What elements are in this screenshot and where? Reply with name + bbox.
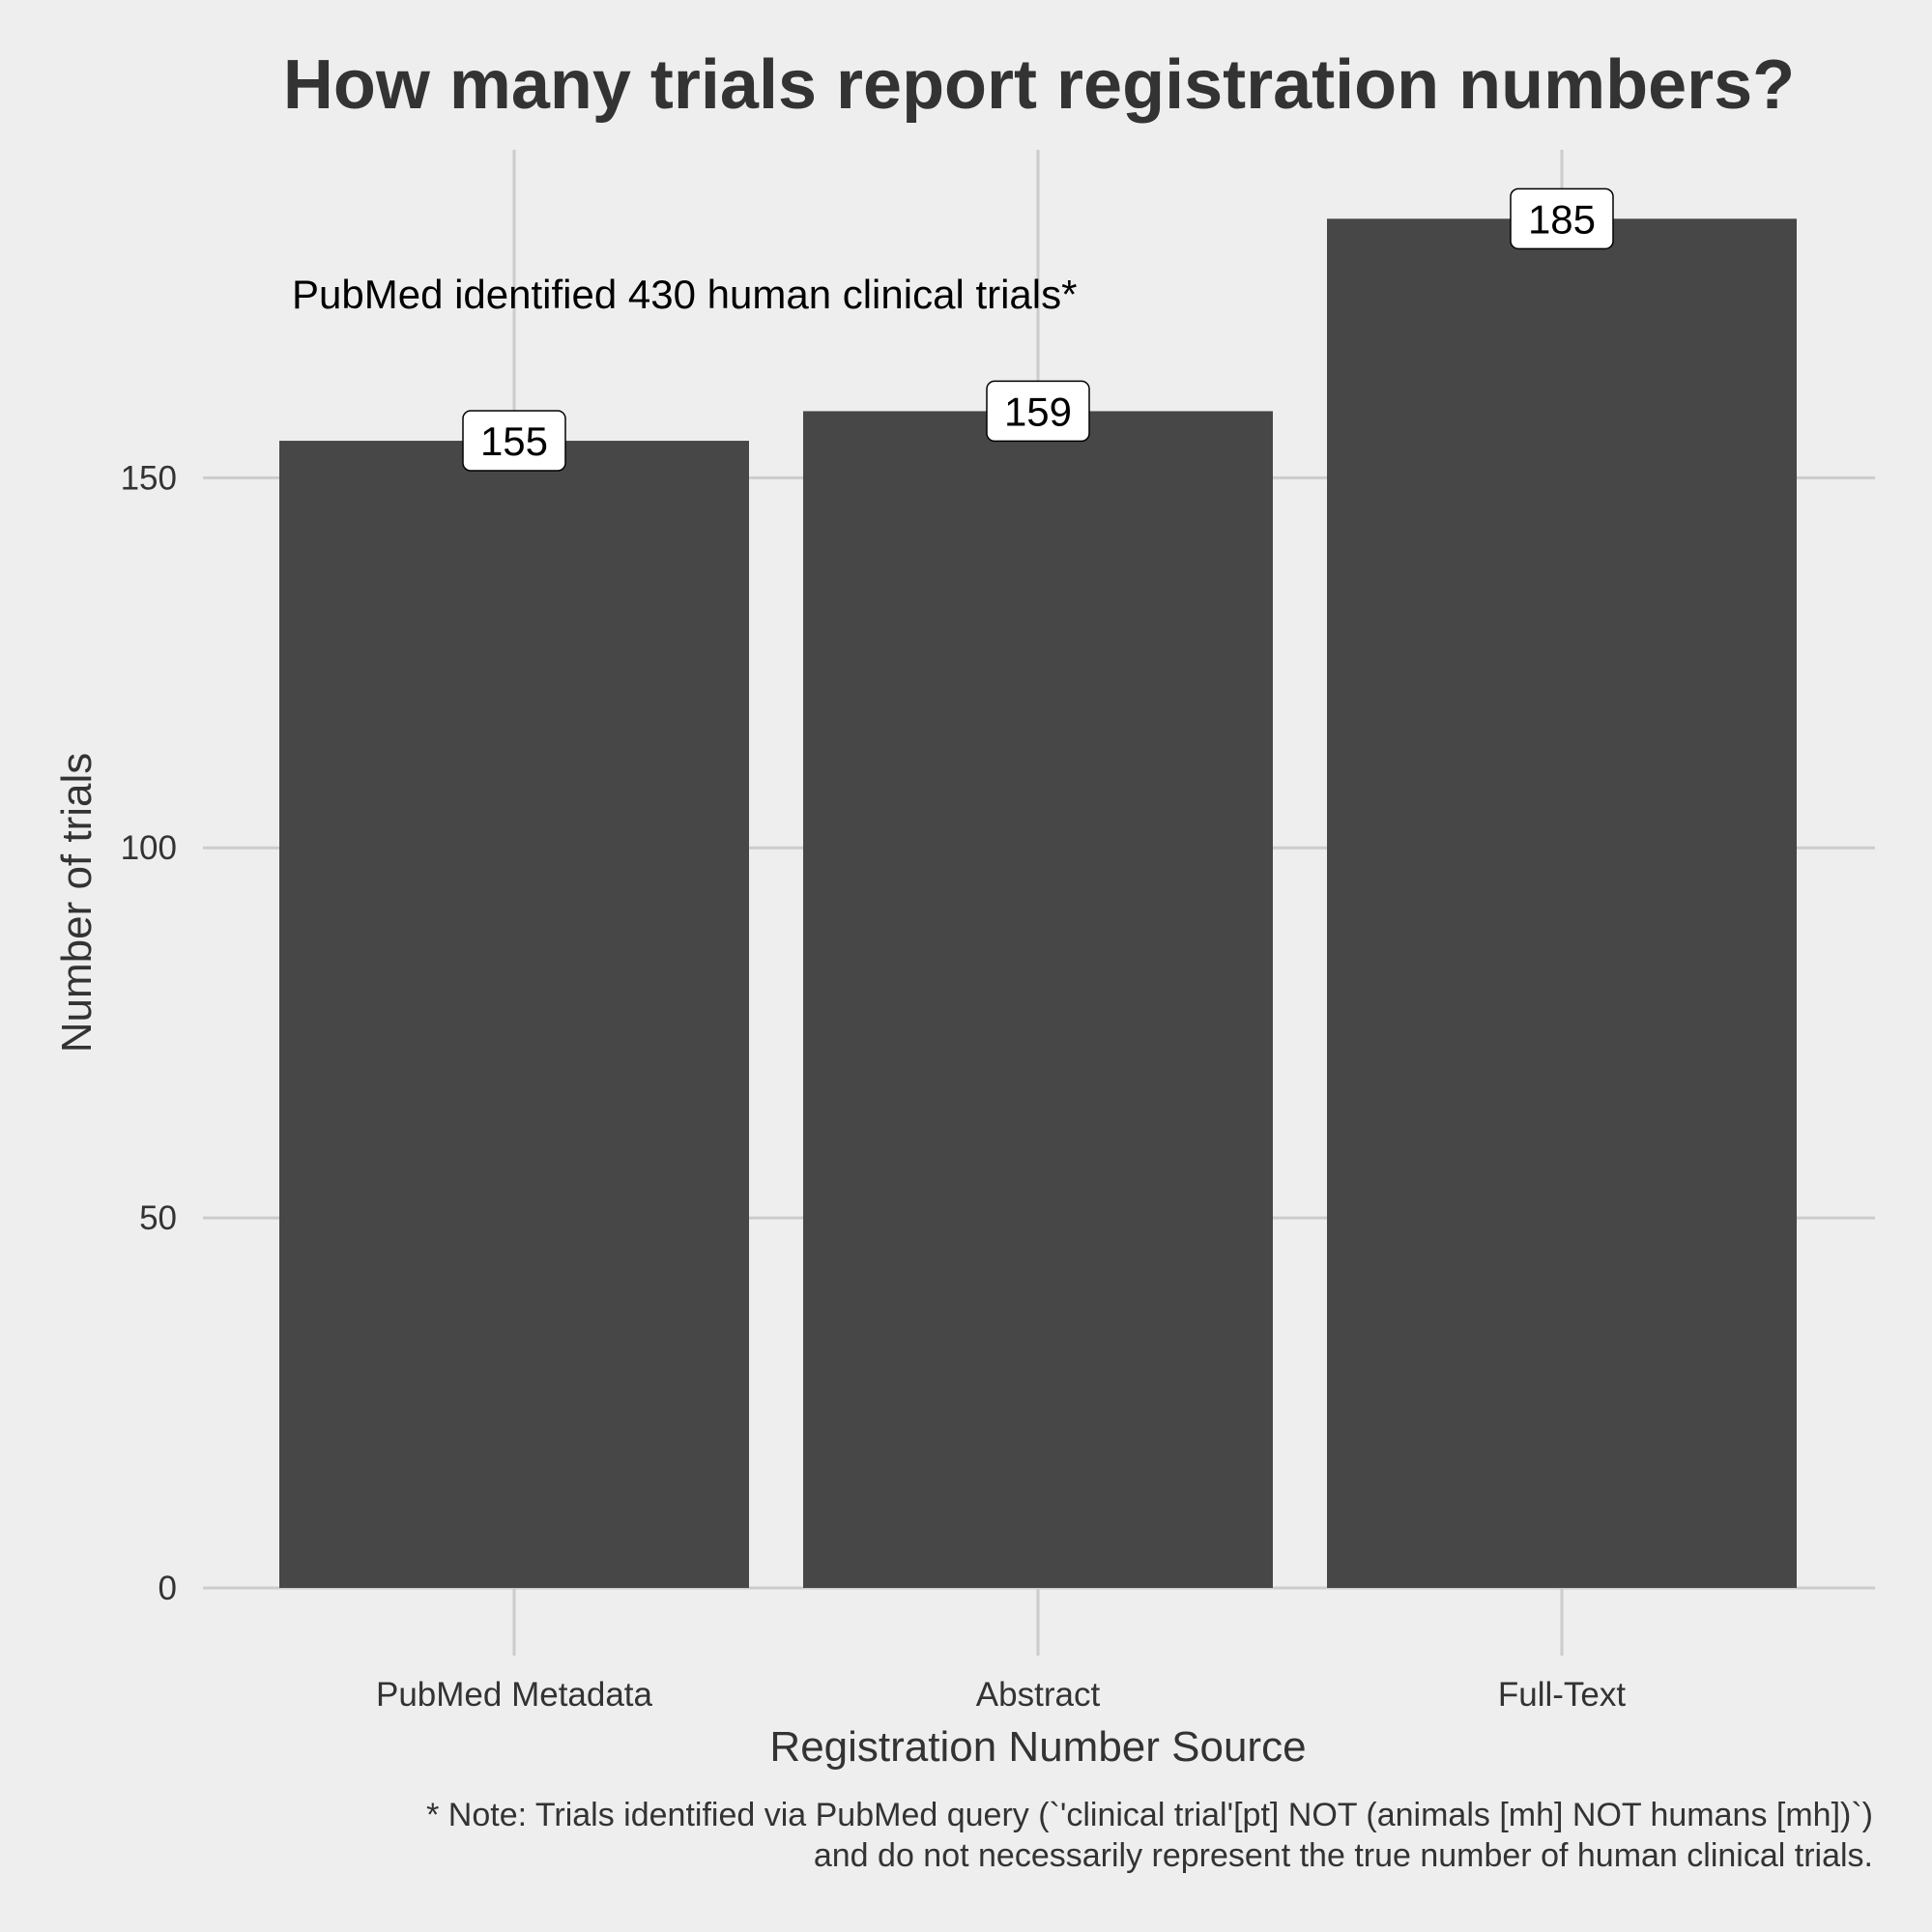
y-tick-label-50: 50: [139, 1199, 177, 1237]
data-label-2: 159: [1004, 389, 1072, 434]
caption-line-2: and do not necessarily represent the tru…: [814, 1837, 1873, 1874]
x-tick-label-pubmed-metadata: PubMed Metadata: [376, 1676, 653, 1714]
y-tick-label-0: 0: [159, 1570, 177, 1607]
data-label-box-3: [1510, 187, 1614, 250]
chart-annotation: PubMed identified 430 human clinical tri…: [292, 272, 1077, 317]
bars: [279, 218, 1797, 1589]
bar-abstract: [803, 411, 1273, 1589]
y-tick-label-150: 150: [121, 459, 177, 497]
bar-pubmed-metadata: [279, 441, 749, 1588]
data-label-1: 155: [480, 418, 548, 464]
x-axis-title: Registration Number Source: [769, 1723, 1306, 1771]
tick-labels: 0 50 100 150 PubMed Metadata Abstract Full-Tex…: [121, 459, 1627, 1714]
data-labels: 155 159 185: [462, 187, 1614, 472]
data-label-box-2: [986, 380, 1090, 443]
chart-title: How many trials report registration numb…: [283, 46, 1795, 124]
x-tick-label-full-text: Full-Text: [1498, 1676, 1627, 1714]
bar-full-text: [1327, 218, 1797, 1589]
y-tick-label-100: 100: [121, 829, 177, 867]
data-label-3: 185: [1528, 196, 1596, 242]
data-label-box-1: [462, 410, 566, 472]
caption-line-1: * Note: Trials identified via PubMed que…: [426, 1797, 1873, 1833]
y-axis-title: Number of trials: [53, 753, 101, 1053]
x-tick-label-abstract: Abstract: [976, 1676, 1101, 1714]
